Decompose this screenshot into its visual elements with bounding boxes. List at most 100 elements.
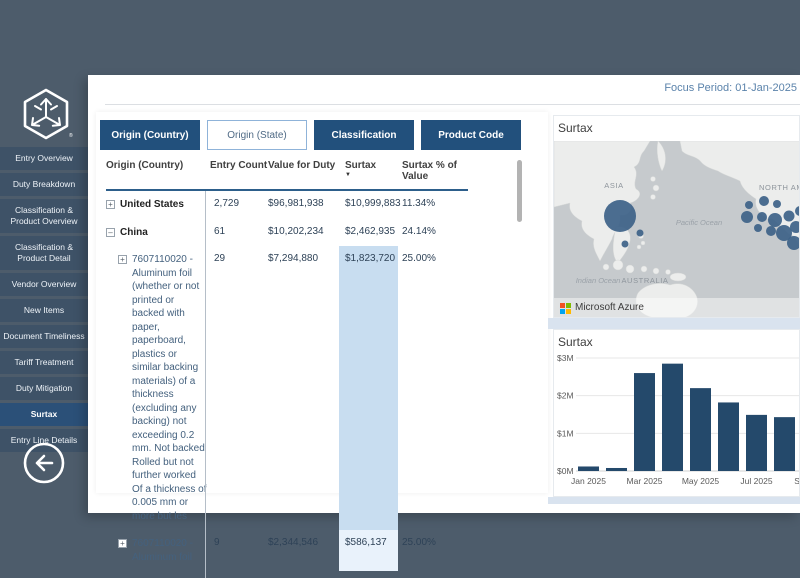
hexagon-cube-logo-icon: ® — [18, 86, 74, 142]
cell-surtax: $13,462,839 — [345, 571, 402, 578]
expand-icon[interactable]: + — [106, 200, 115, 209]
bar-may-2025[interactable] — [690, 388, 711, 471]
map-bubble[interactable] — [604, 200, 636, 232]
sidebar-item-new-items[interactable]: New Items — [0, 299, 88, 322]
back-arrow-icon — [22, 441, 66, 485]
map-bubble[interactable] — [754, 224, 762, 232]
sidebar-item-document-timeliness[interactable]: Document Timeliness — [0, 325, 88, 348]
cell-surtax-of-value: 25.00% — [402, 530, 475, 571]
view-tabs: Origin (Country)Origin (State)Classifica… — [100, 120, 521, 150]
right-column: Surtax — [545, 110, 800, 504]
sidebar-item-duty-mitigation[interactable]: Duty Mitigation — [0, 377, 88, 400]
map-attribution: Microsoft Azure — [554, 298, 800, 317]
bar-jul-2025[interactable] — [746, 415, 767, 471]
cell-value-for-duty: $10,202,234 — [268, 219, 345, 247]
header-divider — [105, 104, 800, 105]
cell-surtax: $10,999,883 — [345, 191, 402, 219]
tab-origin-country[interactable]: Origin (Country) — [100, 120, 200, 150]
column-header-value-for-duty[interactable]: Value for Duty — [268, 160, 345, 182]
row-name-cell: +7607110020 - Aluminum foil (whether or … — [106, 246, 210, 530]
map-bubble[interactable] — [766, 226, 776, 236]
cell-entry-count: 61 — [205, 219, 268, 247]
column-header-label: Value for Duty — [268, 160, 335, 171]
surtax-bar-chart: $0M$1M$2M$3MJan 2025Mar 2025May 2025Jul … — [554, 330, 800, 497]
microsoft-logo-icon — [560, 303, 570, 313]
sidebar-item-entry-overview[interactable]: Entry Overview — [0, 147, 88, 170]
bar-feb-2025[interactable] — [606, 468, 627, 471]
column-header-label: Surtax — [345, 160, 376, 171]
cell-entry-count: 2,729 — [205, 191, 268, 219]
bar-aug-2025[interactable] — [774, 417, 795, 471]
sidebar-item-tariff-treatment[interactable]: Tariff Treatment — [0, 351, 88, 374]
bar-apr-2025[interactable] — [662, 364, 683, 471]
map-bubble[interactable] — [622, 241, 629, 248]
column-header-label: Entry Count — [210, 160, 267, 171]
x-axis-tick: Mar 2025 — [627, 476, 663, 486]
map-bubble[interactable] — [757, 212, 767, 222]
attribution-text: Microsoft Azure — [575, 302, 644, 313]
column-header-origin-country[interactable]: Origin (Country) — [106, 160, 210, 182]
map-bubble[interactable] — [768, 213, 782, 227]
cell-surtax: $586,137 — [345, 530, 402, 571]
dashboard-page: ® Entry Overview Duty Breakdown Classifica… — [0, 0, 800, 578]
cell-entry-count: 29 — [205, 246, 268, 530]
tab-classification[interactable]: Classification — [314, 120, 414, 150]
surtax-bubble-map[interactable]: ASIANORTH AMERICAPacific OceanIndian Oce… — [554, 141, 800, 318]
back-button[interactable] — [22, 441, 66, 485]
panel-separator-bottom — [548, 497, 800, 504]
map-label-asia: ASIA — [604, 181, 624, 190]
cell-surtax-of-value: 12.56% — [402, 571, 475, 578]
cell-surtax-of-value: 25.00% — [402, 246, 475, 530]
sidebar-item-surtax[interactable]: Surtax — [0, 403, 88, 426]
map-panel: Surtax — [553, 115, 800, 318]
column-header-surtax-of-value[interactable]: Surtax % of Value — [402, 160, 475, 182]
bar-mar-2025[interactable] — [634, 373, 655, 471]
table-row-total[interactable]: Total2,791$107,184,256$13,462,83912.56% — [106, 571, 475, 578]
expand-icon[interactable]: + — [118, 255, 127, 264]
map-bubble[interactable] — [741, 211, 753, 223]
sidebar-item-duty-breakdown[interactable]: Duty Breakdown — [0, 173, 88, 196]
map-bubble[interactable] — [773, 200, 781, 208]
tab-product-code[interactable]: Product Code — [421, 120, 521, 150]
table-header-row: Origin (Country)Entry CountValue for Dut… — [106, 160, 468, 191]
row-name-cell: Total — [106, 571, 210, 578]
cell-entry-count: 2,791 — [205, 571, 268, 578]
x-axis-tick: May 2025 — [682, 476, 720, 486]
row-label: China — [120, 226, 148, 240]
map-bubble[interactable] — [759, 196, 769, 206]
chart-title: Surtax — [558, 335, 593, 349]
table-row[interactable]: +7607110020 - Aluminum foil (whether or … — [106, 246, 475, 530]
bar-jan-2025[interactable] — [578, 466, 599, 471]
cell-value-for-duty: $107,184,256 — [268, 571, 345, 578]
sidebar-item-classification-product-detail[interactable]: Classification & Product Detail — [0, 236, 88, 270]
cell-surtax: $1,823,720 — [345, 246, 402, 530]
column-header-entry-count[interactable]: Entry Count — [210, 160, 268, 182]
y-axis-tick: $2M — [557, 391, 574, 401]
row-name-cell: +7607110020 - Aluminum foil — [106, 530, 210, 571]
table-row[interactable]: +7607110020 - Aluminum foil9$2,344,546$5… — [106, 530, 475, 571]
map-bubble[interactable] — [784, 211, 795, 222]
map-bubble[interactable] — [637, 230, 644, 237]
tab-origin-state[interactable]: Origin (State) — [207, 120, 307, 150]
sidebar-item-classification-product-overview[interactable]: Classification & Product Overview — [0, 199, 88, 233]
map-label-pacific-ocean: Pacific Ocean — [676, 218, 722, 227]
sidebar-item-vendor-overview[interactable]: Vendor Overview — [0, 273, 88, 296]
cell-value-for-duty: $2,344,546 — [268, 530, 345, 571]
table-row[interactable]: +United States2,729$96,981,938$10,999,88… — [106, 191, 475, 219]
cell-surtax-of-value: 11.34% — [402, 191, 475, 219]
x-axis-tick: Sep 2025 — [794, 476, 800, 486]
map-bubble[interactable] — [745, 201, 753, 209]
collapse-icon[interactable]: – — [106, 228, 115, 237]
table-scrollbar[interactable] — [517, 160, 522, 222]
cell-entry-count: 9 — [205, 530, 268, 571]
bar-jun-2025[interactable] — [718, 402, 739, 471]
table-row[interactable]: –China61$10,202,234$2,462,93524.14% — [106, 219, 475, 247]
expand-icon[interactable]: + — [118, 539, 127, 548]
map-label-north-america: NORTH AMERICA — [759, 183, 800, 192]
bar-chart-panel: Surtax $0M$1M$2M$3MJan 2025Mar 2025May 2… — [553, 329, 800, 497]
cell-value-for-duty: $96,981,938 — [268, 191, 345, 219]
table-body: +United States2,729$96,981,938$10,999,88… — [106, 191, 511, 578]
column-header-surtax[interactable]: Surtax▼ — [345, 160, 402, 182]
sidebar-nav: Entry Overview Duty Breakdown Classificati… — [0, 147, 88, 452]
table-panel: Origin (Country)Origin (State)Classifica… — [96, 112, 548, 493]
